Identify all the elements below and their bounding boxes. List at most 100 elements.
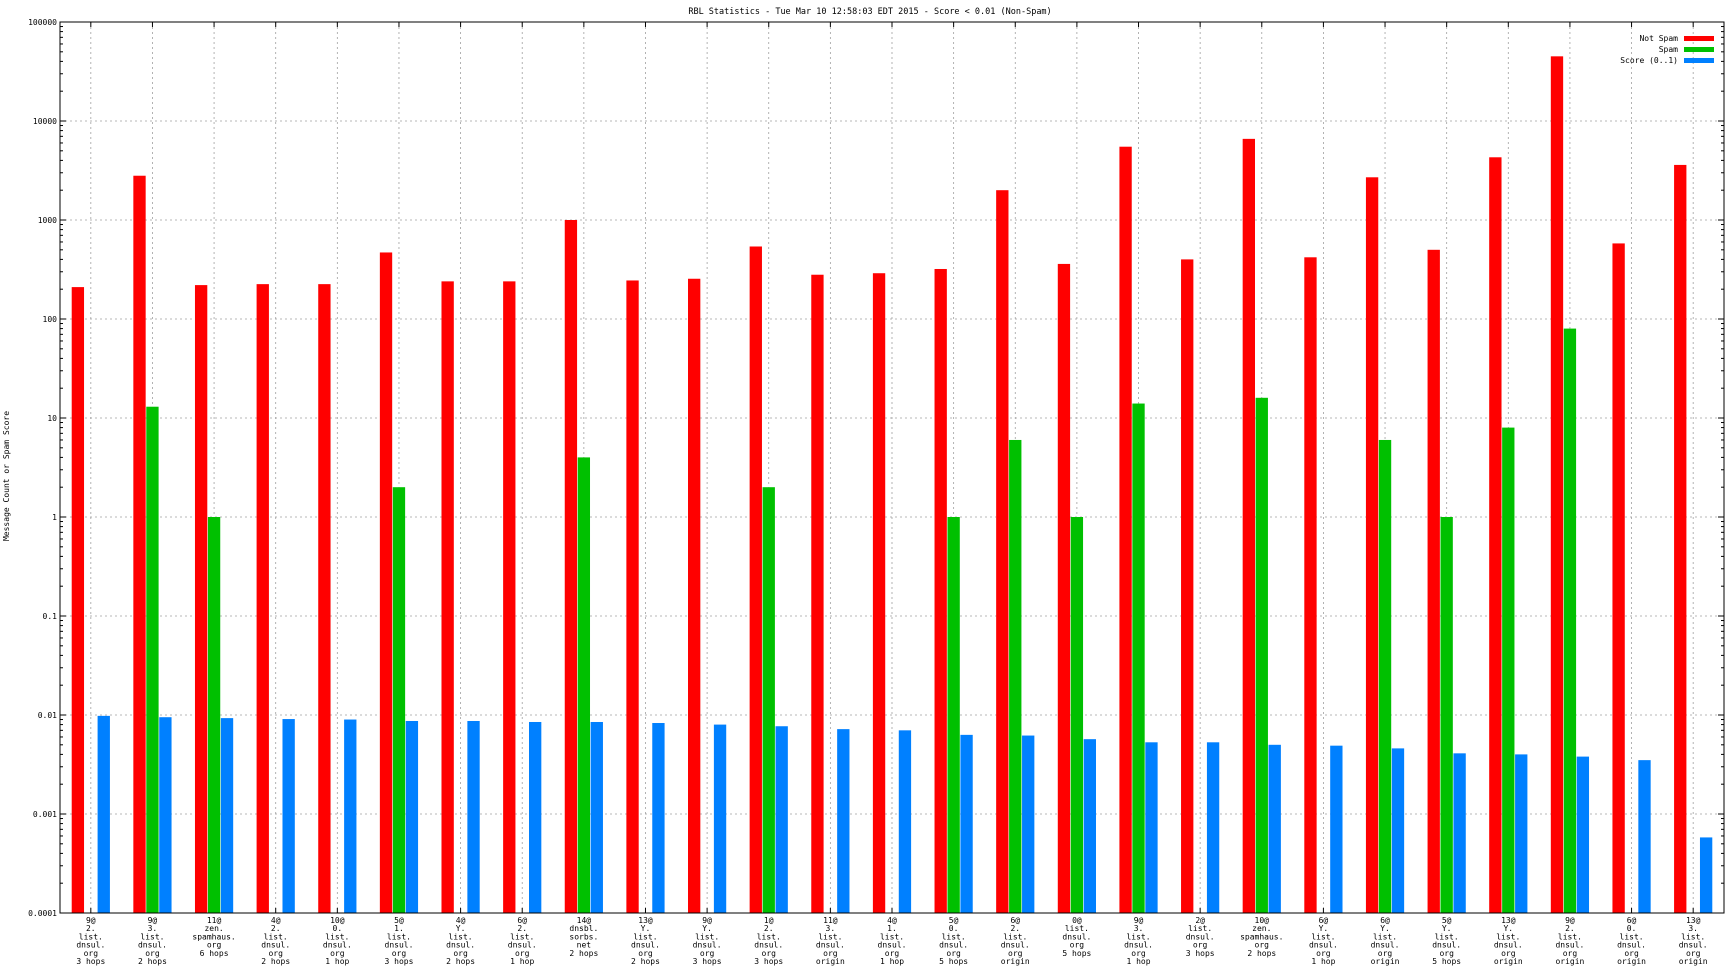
x-category-label-line: dnsul. xyxy=(1001,941,1030,950)
bar-spam xyxy=(392,487,406,913)
y-tick-label: 1000 xyxy=(38,216,57,225)
bar-score-0-1 xyxy=(467,720,480,913)
x-category-label-line: net xyxy=(577,941,592,950)
x-category-label-line: zen. xyxy=(1252,924,1271,933)
x-category-label-line: 3. xyxy=(1134,924,1144,933)
bar-not-spam xyxy=(1550,56,1564,913)
x-category-label-line: org xyxy=(1070,941,1085,950)
bar-spam xyxy=(146,406,159,913)
x-category-label-line: spamhaus. xyxy=(192,932,235,941)
x-category-label-line: list. xyxy=(1126,932,1150,941)
legend-swatch xyxy=(1684,58,1714,63)
x-category-label-line: 5@ xyxy=(394,916,404,925)
x-category-label: 9@ 3. list. dnsul. org 1 hop xyxy=(1124,916,1153,966)
legend: Not Spam Spam Score (0..1) xyxy=(1620,34,1714,65)
x-category-label-line: 6@ xyxy=(1319,916,1329,925)
x-category-label-line: list. xyxy=(325,932,349,941)
bar-score-0-1 xyxy=(837,729,850,913)
x-category-label-line: dnsul. xyxy=(76,941,105,950)
bar-score-0-1 xyxy=(97,715,110,913)
x-category-label-line: 13@ xyxy=(1686,916,1701,925)
x-category-label-line: dnsul. xyxy=(446,941,475,950)
x-category-label-line: org xyxy=(638,949,653,958)
x-category-label-line: 2. xyxy=(517,924,527,933)
x-category-label-line: 9@ xyxy=(86,916,96,925)
x-category-label-line: 6@ xyxy=(1627,916,1637,925)
bar-not-spam xyxy=(1181,259,1194,913)
x-category-label: 5@ Y. list. dnsul. org 5 hops xyxy=(1432,916,1461,966)
x-category-label-line: list. xyxy=(1311,932,1335,941)
bar-score-0-1 xyxy=(1638,760,1651,913)
x-category-label-line: list. xyxy=(695,932,719,941)
x-category-label-line: org xyxy=(1316,949,1331,958)
x-category-label-line: org xyxy=(268,949,283,958)
bar-score-0-1 xyxy=(1145,742,1158,913)
x-category-label-line: 2 hops xyxy=(138,957,167,966)
bar-score-0-1 xyxy=(1330,745,1343,913)
x-category-label-line: dnsul. xyxy=(323,941,352,950)
x-category-label-line: zen. xyxy=(204,924,223,933)
bar-not-spam xyxy=(503,281,516,913)
x-category-label-line: origin xyxy=(1555,957,1584,966)
bar-spam xyxy=(1440,517,1453,913)
bar-not-spam xyxy=(1612,243,1625,913)
x-category-label-line: 5@ xyxy=(949,916,959,925)
x-category-label-line: org xyxy=(453,949,468,958)
x-category-label-line: origin xyxy=(1679,957,1708,966)
bar-not-spam xyxy=(688,278,701,913)
x-category-label: 13@ Y. list. dnsul. org origin xyxy=(1494,916,1523,966)
x-category-label-line: 3. xyxy=(148,924,158,933)
x-category-label-line: list. xyxy=(1435,932,1459,941)
x-category-label-line: 3 hops xyxy=(76,957,105,966)
x-category-label-line: org xyxy=(1008,949,1023,958)
x-category-label-line: list. xyxy=(1681,932,1705,941)
bar-not-spam xyxy=(1242,138,1255,914)
bar-spam xyxy=(762,487,775,913)
x-category-label-line: org xyxy=(1193,941,1208,950)
x-category-label-line: 5 hops xyxy=(939,957,968,966)
bar-not-spam xyxy=(996,190,1009,914)
legend-label: Spam xyxy=(1659,45,1678,54)
bar-not-spam xyxy=(441,281,454,913)
x-category-label: 13@ Y. list. dnsul. org 2 hops xyxy=(631,916,660,966)
grid-lines xyxy=(60,22,1724,913)
y-tick-label: 10000 xyxy=(33,117,57,126)
x-category-label-line: 11@ xyxy=(207,916,222,925)
x-category-label-line: origin xyxy=(1371,957,1400,966)
x-category-label-line: 2 hops xyxy=(1247,949,1276,958)
x-category-label-line: list. xyxy=(449,932,473,941)
x-category-label-line: origin xyxy=(816,957,845,966)
x-category-label-line: 5@ xyxy=(1442,916,1452,925)
x-category-label-line: org xyxy=(392,949,407,958)
x-category-label-line: org xyxy=(823,949,838,958)
x-category-label-line: 2@ xyxy=(1195,916,1205,925)
x-category-label-line: 11@ xyxy=(823,916,838,925)
x-category-label-line: 14@ xyxy=(577,916,592,925)
bar-not-spam xyxy=(133,175,146,914)
x-category-label-line: 3 hops xyxy=(1186,949,1215,958)
x-category-label: 5@ 1. list. dnsul. org 3 hops xyxy=(385,916,414,966)
bar-not-spam xyxy=(379,252,393,914)
x-category-label-line: 2. xyxy=(764,924,774,933)
x-category-label-line: 4@ xyxy=(456,916,466,925)
x-category-label-line: dnsul. xyxy=(939,941,968,950)
x-category-label-line: org xyxy=(515,949,530,958)
bar-not-spam xyxy=(749,246,762,913)
x-category-label: 6@ 2. list. dnsul. org 1 hop xyxy=(508,916,537,966)
x-category-label-line: 2 hops xyxy=(631,957,660,966)
x-category-label-line: Y. xyxy=(456,924,466,933)
x-category-label: 9@ 2. list. dnsul. org origin xyxy=(1555,916,1584,966)
x-category-label-line: 9@ xyxy=(702,916,712,925)
bar-not-spam xyxy=(1304,257,1317,913)
x-category-label: 0@ list. dnsul. org 5 hops xyxy=(1062,916,1091,958)
x-category-label-line: org xyxy=(1131,949,1146,958)
x-category-label: 9@ 3. list. dnsul. org 2 hops xyxy=(138,916,167,966)
x-category-label-line: 1. xyxy=(394,924,404,933)
legend-label: Score (0..1) xyxy=(1620,56,1678,65)
x-category-label-line: list. xyxy=(633,932,657,941)
x-category-label-line: 5 hops xyxy=(1062,949,1091,958)
legend-swatch xyxy=(1684,36,1714,41)
x-category-label-line: list. xyxy=(1373,932,1397,941)
bar-spam xyxy=(577,457,591,913)
